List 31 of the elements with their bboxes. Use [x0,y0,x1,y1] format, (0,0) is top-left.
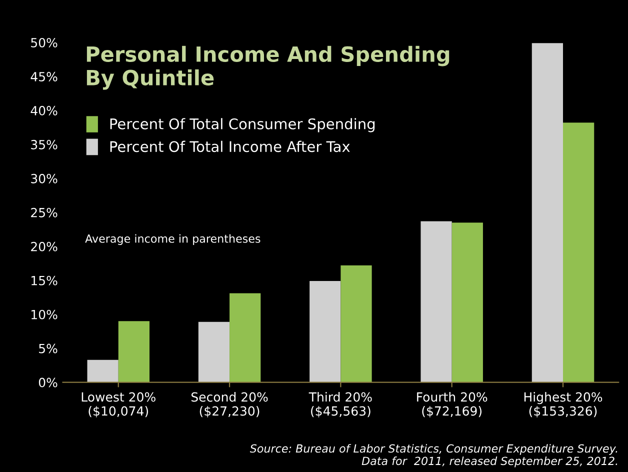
x-tick-label: Highest 20% ($153,326) [524,392,602,418]
bar [452,222,483,382]
x-tick-label: Fourth 20% ($72,169) [417,392,488,418]
y-tick-label: 40% [30,106,58,116]
x-tick-label: Second 20% ($27,230) [191,392,268,418]
bar [420,221,452,382]
legend-label: Percent Of Total Consumer Spending [110,118,375,132]
bar [118,321,150,382]
text: Personal Income And Spending By Quintile [86,46,450,90]
y-tick-label: 10% [32,310,58,320]
y-tick-label: 25% [31,208,58,218]
bar [563,122,594,382]
y-tick-label: 30% [31,174,58,184]
bar [310,281,341,382]
bar [230,293,261,382]
legend-label: Percent Of Total Income After Tax [110,140,350,152]
x-tick-label: Third 20% ($45,563) [308,392,372,418]
y-tick-label: 50% [31,38,58,48]
y-tick-label: 0% [38,378,58,388]
source-note: Source: Bureau of Labor Statistics, Consumer Expenditure Survey. Data for 2011, released September 25, 2012. [250,444,618,468]
annotation: Average income in parentheses [85,234,260,245]
bar [198,322,230,382]
bar [87,360,118,382]
x-tick-label: Lowest 20% ($10,074) [82,392,156,418]
bar [532,43,563,382]
y-tick-label: 35% [31,140,58,150]
y-tick-label: 15% [32,276,58,286]
y-tick-label: 20% [31,242,58,252]
y-tick-label: 45% [30,72,58,82]
y-tick-label: 5% [39,344,58,354]
bar [340,265,372,382]
